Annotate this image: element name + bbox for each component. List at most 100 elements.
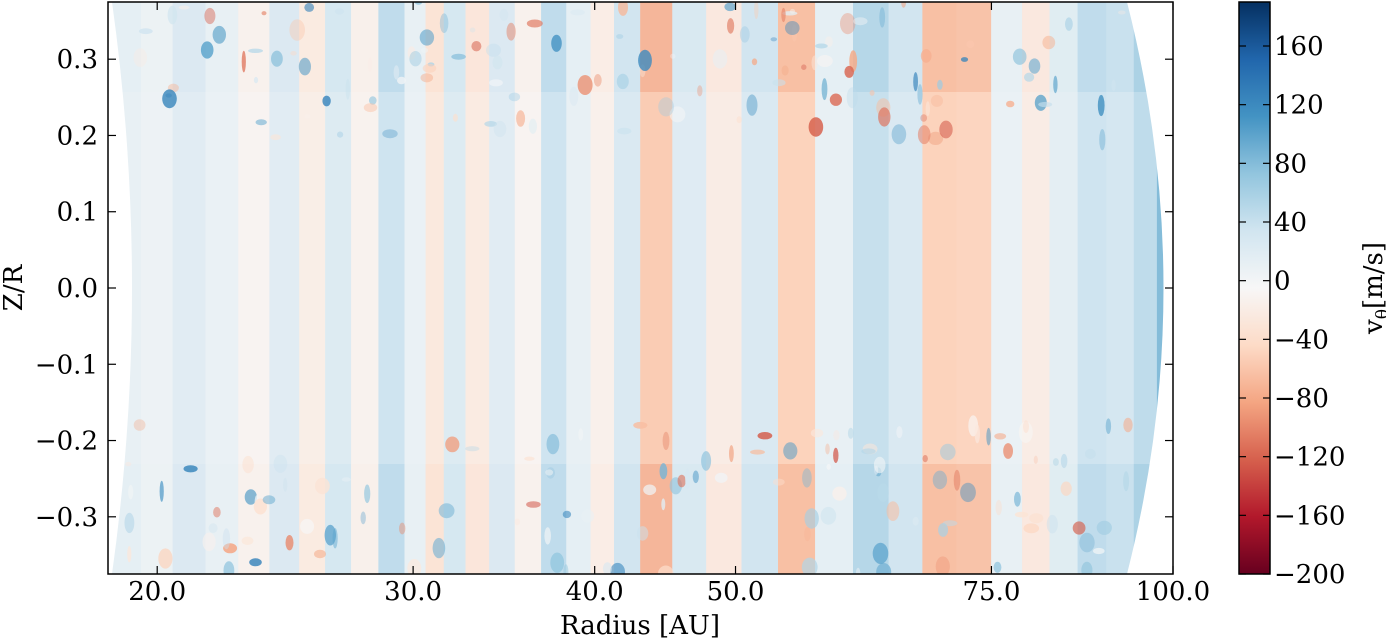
speckle — [298, 57, 311, 76]
speckle — [638, 49, 652, 71]
speckle — [937, 79, 943, 90]
speckle — [506, 22, 516, 41]
velocity-band-lower — [465, 464, 490, 574]
speckle — [938, 523, 949, 537]
speckle — [727, 18, 735, 34]
speckle — [960, 57, 969, 62]
speckle — [289, 19, 306, 41]
velocity-band-lower — [238, 464, 270, 574]
speckle — [528, 118, 538, 134]
speckle — [451, 53, 466, 60]
speckle — [562, 510, 572, 519]
speckle — [493, 120, 507, 138]
speckle — [124, 512, 135, 534]
speckle — [1012, 48, 1027, 65]
speckle — [616, 73, 629, 90]
speckle — [658, 97, 674, 117]
speckle — [300, 518, 315, 534]
speckle — [1014, 491, 1021, 507]
velocity-band-lower — [614, 464, 641, 574]
velocity-band-upper — [956, 2, 992, 92]
speckle — [499, 8, 509, 21]
speckle — [578, 428, 584, 441]
velocity-band — [425, 2, 445, 574]
speckle — [1099, 129, 1106, 151]
speckle — [159, 480, 164, 502]
speckle — [345, 78, 350, 100]
speckle — [242, 455, 254, 474]
velocity-band-lower — [640, 464, 673, 574]
speckle — [616, 34, 624, 39]
speckle — [492, 55, 503, 70]
speckle — [618, 2, 628, 16]
speckle — [817, 55, 833, 67]
speckle — [1018, 421, 1033, 444]
speckle — [1024, 72, 1035, 82]
speckle — [846, 87, 858, 109]
speckle — [167, 5, 178, 25]
speckle — [183, 465, 198, 473]
velocity-band-upper — [640, 2, 673, 92]
speckle — [714, 472, 728, 483]
velocity-band-upper — [1106, 2, 1135, 92]
speckle — [262, 495, 276, 505]
speckle — [322, 95, 331, 107]
speckle — [1023, 420, 1029, 434]
speckle — [200, 41, 214, 59]
velocity-band — [238, 2, 270, 574]
speckle — [844, 65, 854, 78]
speckle — [334, 8, 345, 15]
y-tick-label: 0.3 — [57, 45, 98, 75]
speckle — [545, 469, 554, 476]
velocity-band — [269, 2, 300, 574]
velocity-band-lower — [991, 464, 1023, 574]
speckle — [133, 419, 146, 431]
speckle — [290, 51, 297, 56]
speckle — [514, 518, 521, 526]
speckle — [255, 119, 267, 126]
colorbar-tick-label: 120 — [1274, 91, 1324, 121]
speckle — [643, 484, 657, 496]
speckle — [551, 34, 562, 52]
speckle — [570, 9, 585, 16]
speckle — [273, 454, 288, 473]
speckle — [658, 565, 674, 574]
speckle — [1060, 481, 1072, 496]
speckle — [363, 103, 378, 113]
speckle — [439, 13, 449, 33]
speckle — [1029, 513, 1044, 524]
speckle — [791, 24, 798, 42]
speckle — [1123, 471, 1130, 492]
speckle — [920, 114, 928, 122]
speckle — [869, 90, 875, 96]
colorbar-tick-label: −80 — [1274, 384, 1329, 414]
velocity-band — [404, 2, 427, 574]
velocity-band-upper — [325, 2, 352, 92]
speckle — [569, 86, 579, 106]
speckle — [285, 535, 294, 551]
velocity-band-upper — [443, 2, 466, 92]
speckle — [465, 446, 480, 452]
velocity-band-lower — [956, 464, 992, 574]
colorbar-label-unit: [m/s] — [1359, 242, 1386, 309]
velocity-band — [956, 2, 992, 574]
speckle — [524, 456, 535, 461]
speckle — [750, 449, 765, 455]
speckle — [685, 468, 690, 490]
speckle — [602, 562, 612, 574]
speckle — [847, 427, 854, 439]
speckle — [1111, 79, 1116, 92]
speckle — [930, 94, 944, 107]
speckle — [820, 506, 837, 525]
velocity-band — [922, 2, 958, 574]
speckle — [432, 537, 446, 559]
velocity-band — [465, 2, 490, 574]
speckle — [407, 46, 416, 60]
inner-boundary-mask — [108, 2, 132, 574]
speckle — [736, 116, 742, 124]
velocity-band-upper — [404, 2, 427, 92]
velocity-band-upper — [741, 2, 779, 92]
speckle — [360, 511, 366, 525]
speckle — [633, 421, 648, 429]
speckle — [636, 526, 649, 541]
